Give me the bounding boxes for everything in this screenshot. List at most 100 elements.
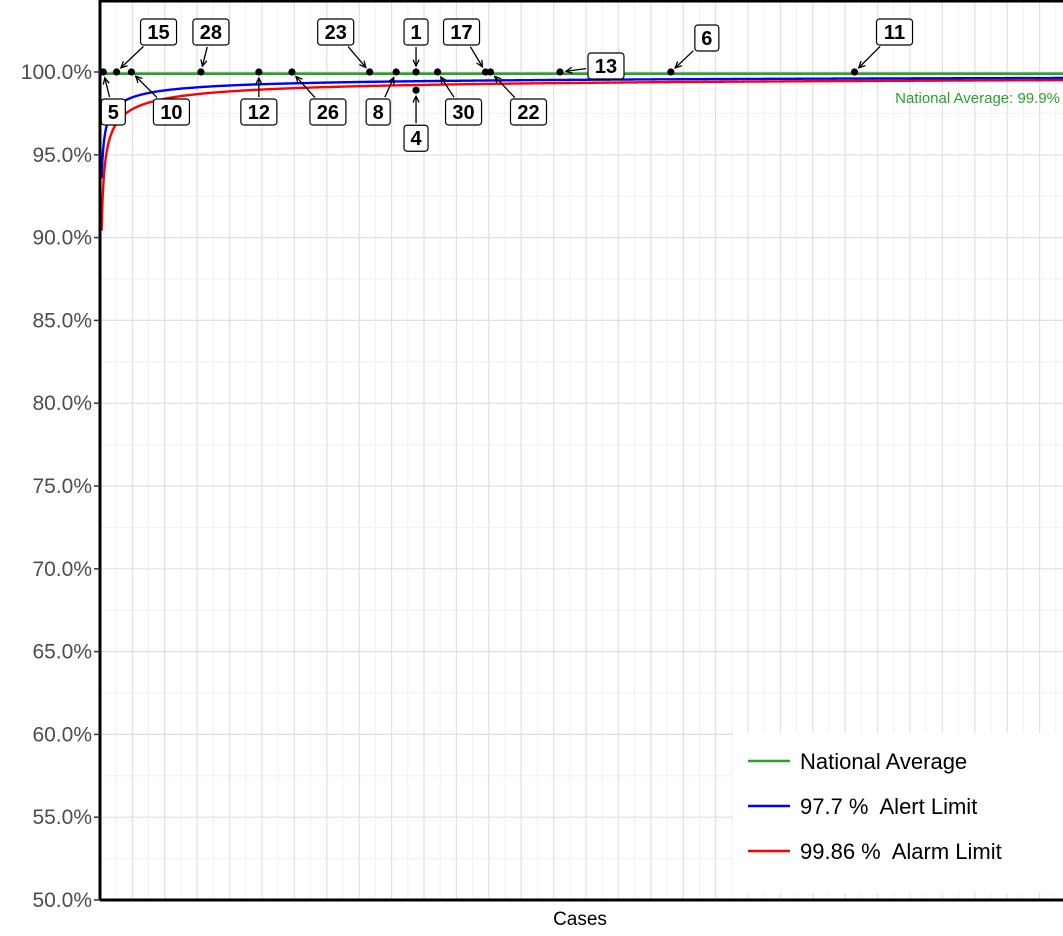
data-point-6 bbox=[667, 68, 675, 76]
label-arrow-13 bbox=[565, 67, 587, 72]
label-box-1 bbox=[403, 18, 429, 46]
point-label-1: 1 bbox=[410, 22, 421, 44]
label-arrow-22 bbox=[494, 75, 516, 98]
data-point-4 bbox=[412, 86, 420, 94]
label-box-17 bbox=[442, 18, 481, 46]
label-box-4 bbox=[403, 124, 429, 152]
y-tick-label: 75.0% bbox=[32, 475, 92, 498]
point-label-5: 5 bbox=[108, 102, 119, 124]
y-tick-label: 60.0% bbox=[32, 723, 92, 746]
label-arrowhead-30 bbox=[440, 75, 448, 85]
data-point-26 bbox=[288, 68, 296, 76]
label-box-8 bbox=[365, 98, 391, 126]
label-box-15 bbox=[139, 18, 178, 46]
point-label-12: 12 bbox=[248, 102, 270, 124]
data-point-28 bbox=[197, 68, 205, 76]
data-point-8 bbox=[392, 68, 400, 76]
label-arrowhead-12 bbox=[255, 76, 263, 85]
point-label-8: 8 bbox=[373, 102, 384, 124]
label-arrow-6 bbox=[674, 50, 694, 69]
label-box-22 bbox=[509, 98, 548, 126]
label-box-6 bbox=[694, 24, 720, 52]
data-point-22 bbox=[486, 68, 495, 76]
label-arrowhead-6 bbox=[674, 61, 683, 69]
alarm-limit-curve bbox=[100, 78, 1063, 231]
data-point-1 bbox=[412, 68, 420, 76]
y-tick-label: 80.0% bbox=[32, 392, 92, 415]
label-arrowhead-22 bbox=[493, 75, 502, 84]
data-point-11 bbox=[850, 68, 859, 76]
data-point-5 bbox=[99, 68, 107, 76]
alert-limit-curve bbox=[100, 76, 1063, 179]
label-box-10 bbox=[152, 98, 191, 126]
data-point-13 bbox=[556, 68, 564, 76]
label-arrowhead-1 bbox=[412, 59, 420, 68]
national-average-annotation: National Average: 99.9% bbox=[895, 90, 1060, 107]
label-arrowhead-15 bbox=[119, 61, 128, 69]
y-tick-label: 100.0% bbox=[21, 61, 92, 84]
y-tick-label: 50.0% bbox=[32, 889, 92, 912]
point-label-15: 15 bbox=[147, 22, 169, 44]
label-box-28 bbox=[192, 18, 230, 46]
point-label-11: 11 bbox=[884, 22, 905, 44]
point-label-13: 13 bbox=[595, 56, 617, 78]
y-tick-label: 70.0% bbox=[32, 558, 92, 581]
label-arrowhead-4 bbox=[412, 94, 420, 103]
legend-entry: 97.7 % Alert Limit bbox=[800, 794, 977, 819]
data-point-12 bbox=[255, 68, 263, 76]
label-arrowhead-17 bbox=[476, 59, 484, 69]
label-box-13 bbox=[587, 52, 625, 80]
legend-entry: National Average bbox=[800, 749, 967, 774]
legend-entry: 99.86 % Alarm Limit bbox=[800, 839, 1002, 864]
label-box-26 bbox=[309, 98, 347, 126]
label-arrowhead-8 bbox=[387, 76, 395, 85]
point-label-4: 4 bbox=[410, 128, 422, 150]
data-point-17 bbox=[481, 68, 490, 76]
point-label-6: 6 bbox=[701, 28, 712, 50]
label-arrow-15 bbox=[120, 45, 144, 69]
label-box-11 bbox=[875, 18, 914, 46]
label-arrowhead-26 bbox=[294, 75, 303, 84]
data-points bbox=[99, 68, 859, 94]
label-arrowhead-5 bbox=[102, 76, 110, 85]
point-label-28: 28 bbox=[200, 22, 222, 44]
y-tick-label: 55.0% bbox=[32, 806, 92, 829]
label-arrow-17 bbox=[469, 46, 484, 68]
legend-box bbox=[733, 733, 1063, 893]
y-tick-label: 95.0% bbox=[32, 144, 92, 167]
label-arrowhead-28 bbox=[200, 59, 208, 68]
x-axis-title: Cases bbox=[553, 909, 607, 930]
label-arrowhead-23 bbox=[359, 60, 367, 69]
axes bbox=[98, 0, 1063, 902]
label-box-23 bbox=[317, 18, 355, 46]
data-point-10 bbox=[127, 68, 136, 76]
point-label-22: 22 bbox=[517, 102, 539, 124]
label-arrow-8 bbox=[384, 77, 395, 98]
data-point-23 bbox=[366, 68, 374, 76]
label-box-30 bbox=[444, 98, 483, 126]
label-arrow-30 bbox=[440, 76, 455, 98]
label-arrow-28 bbox=[201, 46, 208, 67]
label-arrow-10 bbox=[135, 75, 158, 99]
label-arrow-26 bbox=[295, 76, 316, 98]
point-label-17: 17 bbox=[450, 22, 472, 44]
label-arrowhead-10 bbox=[134, 75, 143, 84]
point-label-10: 10 bbox=[160, 102, 182, 124]
label-box-12 bbox=[240, 98, 278, 126]
y-tick-label: 85.0% bbox=[32, 309, 92, 332]
point-labels: 5 15 10 28 12 26 23 8 1 4 30 17 22 13 6 11 bbox=[100, 18, 914, 152]
y-tick-label: 90.0% bbox=[32, 227, 92, 250]
label-arrowhead-13 bbox=[564, 66, 573, 75]
y-tick-label: 65.0% bbox=[32, 641, 92, 664]
y-axis-ticks: 50.0% 55.0% 60.0% 65.0% 70.0% 75.0% 80.0% 85.0%… bbox=[21, 61, 100, 912]
point-label-26: 26 bbox=[317, 102, 339, 124]
point-label-23: 23 bbox=[325, 22, 347, 44]
label-arrow-23 bbox=[347, 46, 367, 68]
data-point-15 bbox=[112, 68, 121, 76]
label-arrow-5 bbox=[104, 77, 111, 98]
label-arrow-11 bbox=[858, 45, 881, 69]
label-arrowhead-11 bbox=[857, 60, 866, 69]
legend: National Average 97.7 % Alert Limit 99.86 … bbox=[733, 733, 1063, 893]
point-label-30: 30 bbox=[452, 102, 474, 124]
